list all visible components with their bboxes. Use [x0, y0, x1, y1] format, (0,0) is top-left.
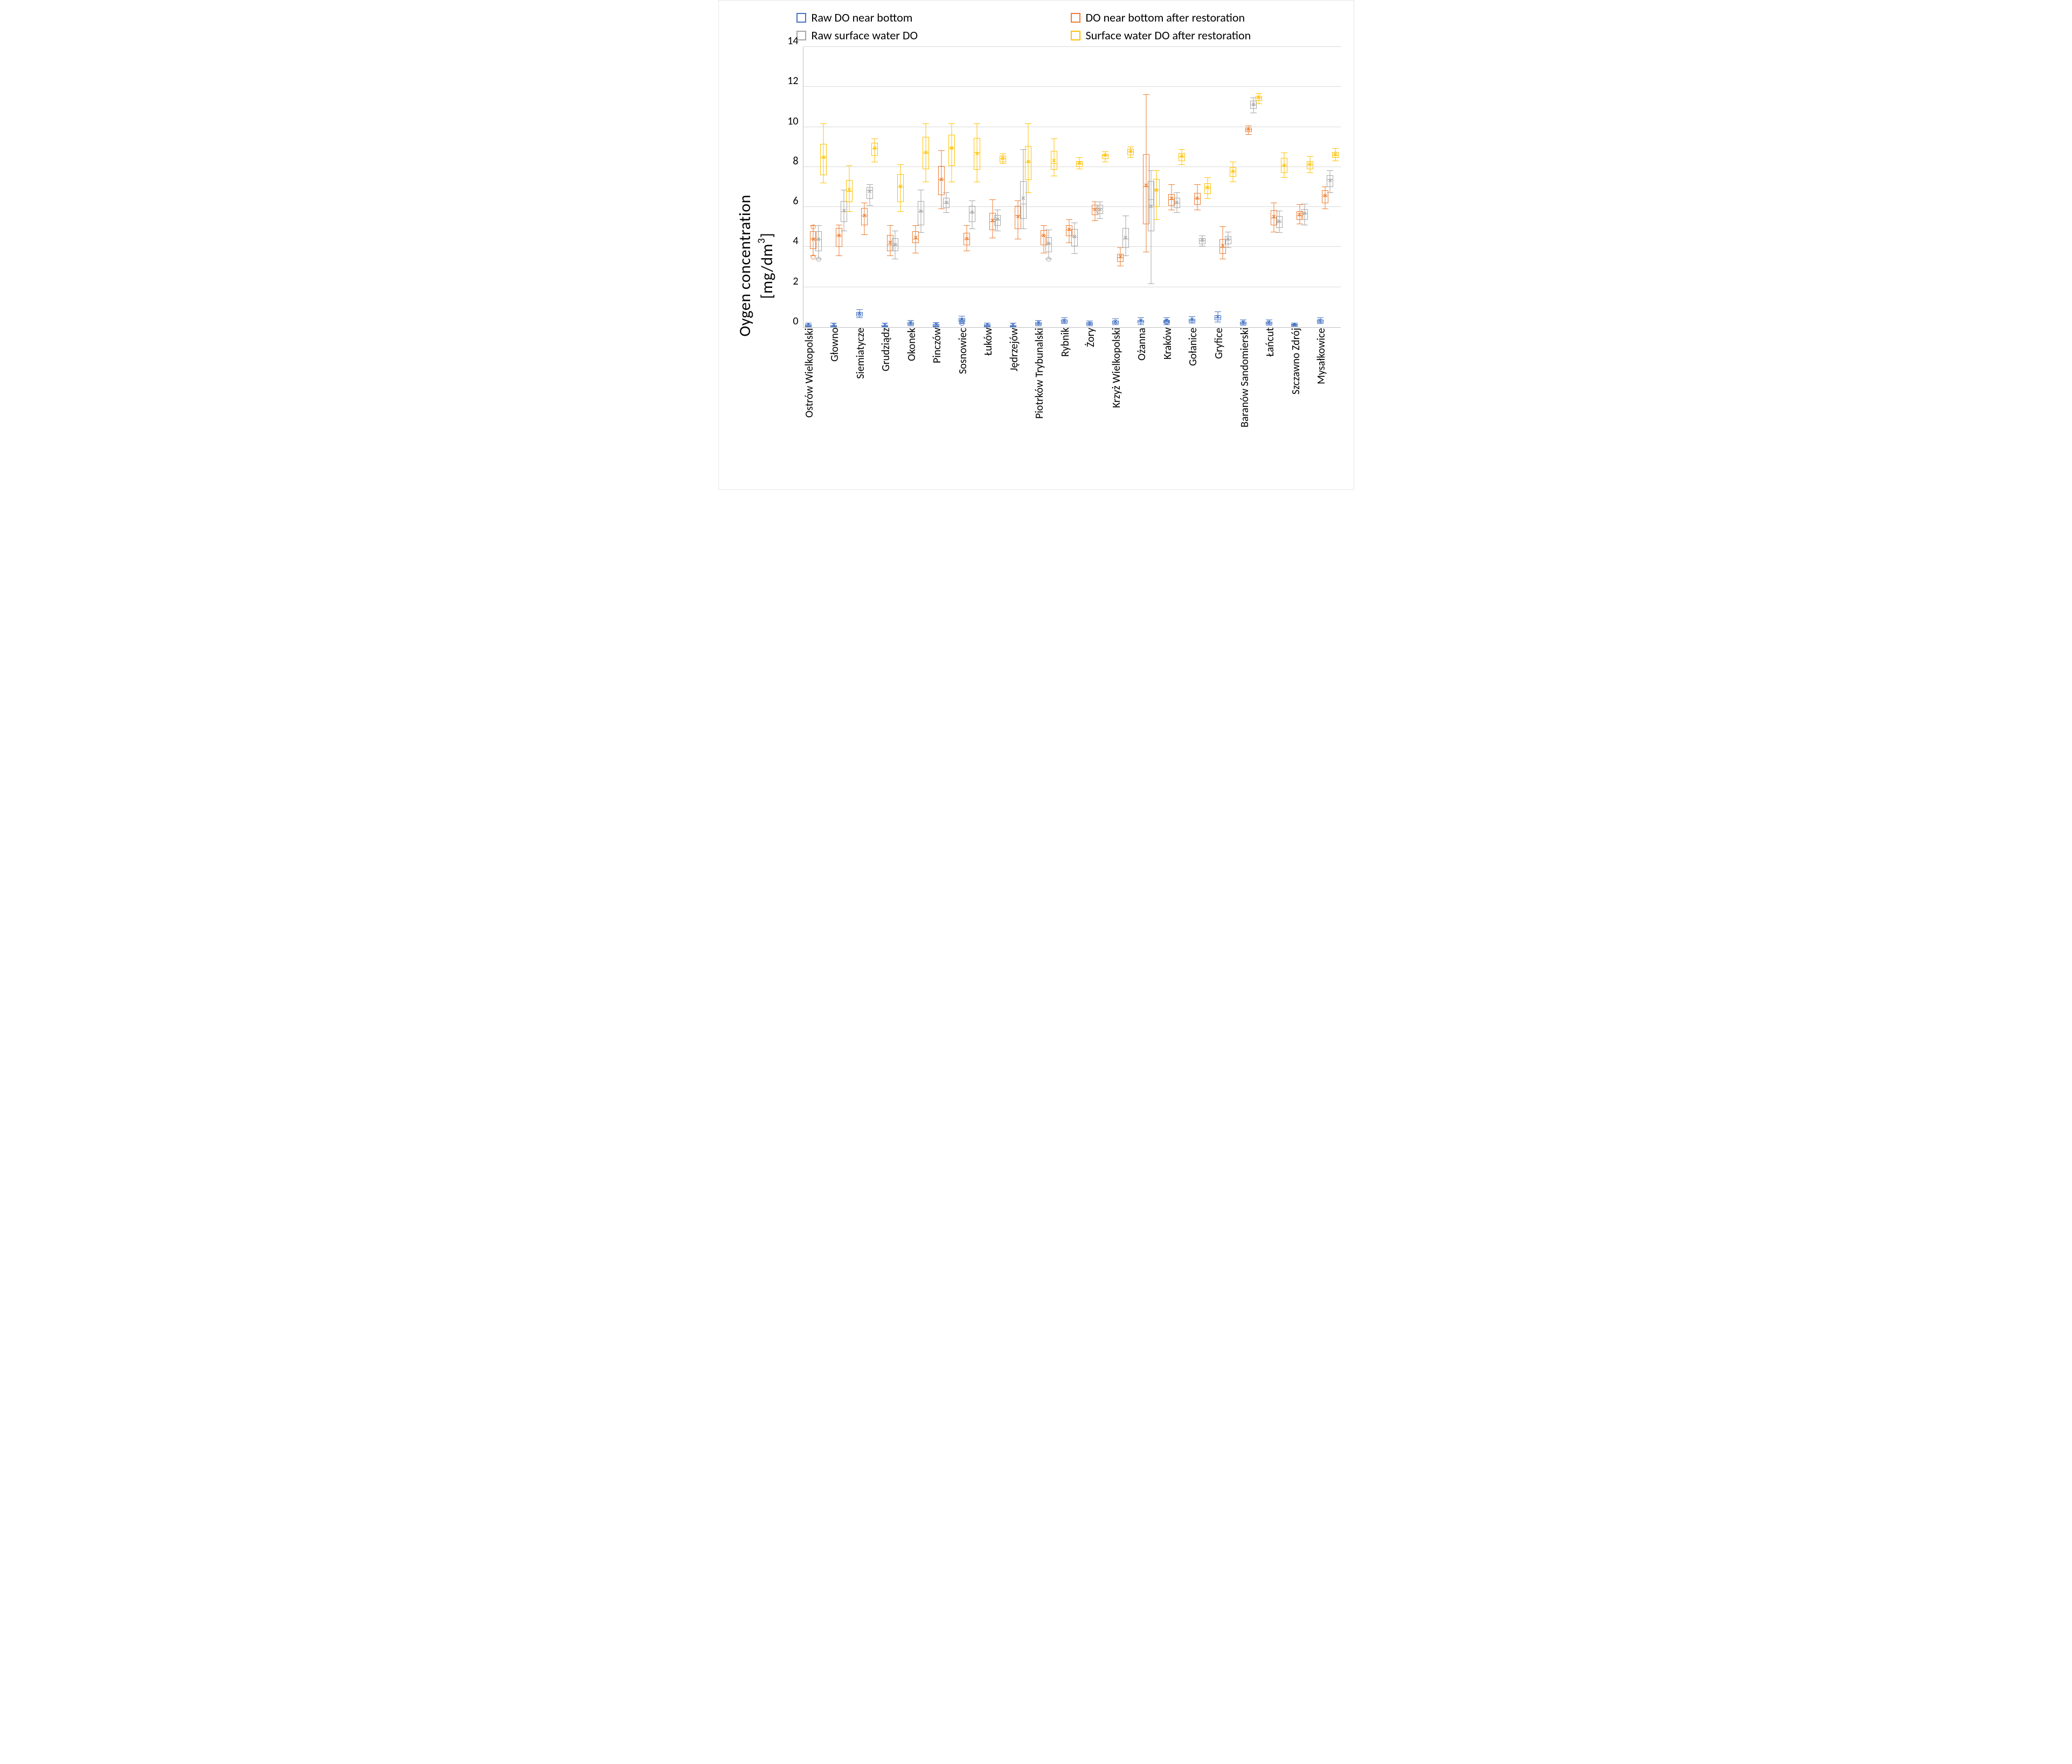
category-slot: ×××× [1059, 47, 1084, 327]
legend-entry-raw_bottom: Raw DO near bottom [796, 10, 1045, 25]
x-axis-category-label: Ostrów Wielkopolski [803, 328, 829, 484]
category-slot: ×××× [905, 47, 931, 327]
legend-label: Surface water DO after restoration [1086, 28, 1251, 43]
plot: ××××××××××××××××××××××××××××××××××××××××… [803, 47, 1341, 328]
x-axis-category-label: Gołanice [1187, 328, 1212, 484]
legend: Raw DO near bottom DO near bottom after r… [732, 10, 1341, 47]
x-axis-category-label: Łańcut [1264, 328, 1290, 484]
category-slot: ×××× [1008, 47, 1033, 327]
category-slot: ×××× [1085, 47, 1110, 327]
legend-swatch [1071, 13, 1080, 23]
legend-entry-raw_surface: Raw surface water DO [796, 28, 1045, 43]
category-slot: ×××× [1290, 47, 1315, 327]
legend-label: DO near bottom after restoration [1086, 10, 1245, 25]
category-slot: ×××× [803, 47, 829, 327]
x-axis-category-label: Kraków [1161, 328, 1187, 484]
category-slot: ×××× [982, 47, 1008, 327]
category-slot: ×××× [1238, 47, 1264, 327]
legend-label: Raw DO near bottom [812, 10, 913, 25]
category-slot: ×××× [1136, 47, 1161, 327]
x-axis-category-label: Łuków [982, 328, 1008, 484]
category-slot: ×××× [1187, 47, 1212, 327]
x-axis-category-label: Mysałkowice [1315, 328, 1341, 484]
x-axis-category-label: Grudziądz [879, 328, 905, 484]
legend-entry-do_bottom_after: DO near bottom after restoration [1071, 10, 1319, 25]
x-axis-category-label: Ożanna [1135, 328, 1161, 484]
chart-frame: Raw DO near bottom DO near bottom after r… [718, 0, 1354, 490]
x-axis-category-label: Krzyż Wielkopolski [1110, 328, 1136, 484]
legend-swatch [796, 13, 806, 23]
category-slot: ×××× [829, 47, 854, 327]
x-axis-category-label: Okonek [905, 328, 931, 484]
x-axis-category-label: Rybnik [1059, 328, 1085, 484]
y-axis-ticks: 02468101214 [778, 47, 803, 327]
x-axis-category-label: Baranów Sandomierski [1238, 328, 1264, 484]
category-slot: ×××× [931, 47, 957, 327]
x-axis-category-label: Jędrzejów [1008, 328, 1034, 484]
x-axis-labels: Ostrów WielkopolskiGłownoSiemiatyczeGrud… [803, 328, 1341, 484]
category-slot: ×××× [880, 47, 905, 327]
category-slot: ×××× [1161, 47, 1187, 327]
chart-area: Oygen concentration[mg/dm3] 02468101214 … [732, 47, 1341, 484]
category-slot: ×××× [1264, 47, 1289, 327]
x-axis-category-label: Gryfice [1212, 328, 1238, 484]
legend-entry-surface_after: Surface water DO after restoration [1071, 28, 1319, 43]
x-axis-category-label: Szczawno Zdrój [1290, 328, 1315, 484]
x-axis-category-label: Żory [1084, 328, 1110, 484]
legend-swatch [1071, 31, 1080, 40]
category-slot: ×××× [1034, 47, 1059, 327]
x-axis-category-label: Sosnowiec [957, 328, 982, 484]
category-slot: ×××× [1212, 47, 1238, 327]
category-slot: ×××× [854, 47, 879, 327]
y-axis-label: Oygen concentration[mg/dm3] [732, 195, 778, 337]
x-axis-category-label: Siemiatycze [854, 328, 880, 484]
x-axis-category-label: Piotrków Trybunalski [1033, 328, 1059, 484]
category-slot: ×××× [957, 47, 982, 327]
category-slot: ×××× [1110, 47, 1135, 327]
legend-label: Raw surface water DO [812, 28, 918, 43]
x-axis-category-label: Głowno [828, 328, 854, 484]
category-slot: ×××× [1315, 47, 1340, 327]
x-axis-category-label: Pinczów [931, 328, 957, 484]
